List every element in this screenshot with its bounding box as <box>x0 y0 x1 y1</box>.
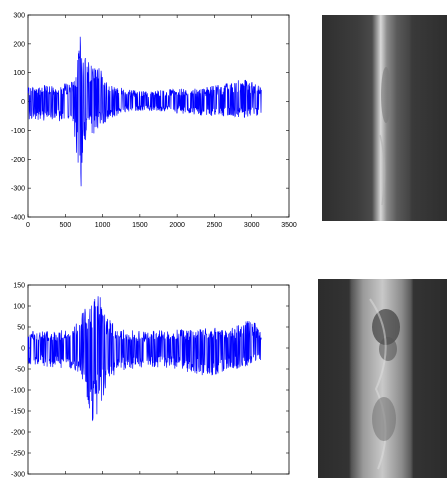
chart-1: 0 500 1000 1500 2000 2500 3000 35003002001000-1… <box>11 13 297 230</box>
y-tick-label: -300 <box>11 472 25 478</box>
y-tick-label: -200 <box>11 430 25 437</box>
y-tick-label: -400 <box>11 215 25 222</box>
y-tick-label: -100 <box>11 128 25 135</box>
x-tick-label: 2000 <box>169 222 185 229</box>
x-tick-label: 0 <box>26 222 30 229</box>
chart-2: 0500100015002000250030003500150100500-50… <box>11 283 290 478</box>
y-tick-label: -150 <box>11 409 25 416</box>
x-tick-label: 1000 <box>95 222 111 229</box>
y-tick-label: -50 <box>15 367 25 374</box>
y-tick-label: 0 <box>21 99 25 106</box>
plot-area <box>27 284 290 475</box>
x-tick-label: 3000 <box>244 222 260 229</box>
y-tick-label: -250 <box>11 451 25 458</box>
signal-line <box>27 36 262 187</box>
plot-area <box>27 14 290 218</box>
y-tick-label: -200 <box>11 157 25 164</box>
y-tick-label: 50 <box>17 325 25 332</box>
x-tick-label: 2500 <box>207 222 223 229</box>
y-tick-label: 150 <box>13 283 25 290</box>
y-tick-label: 300 <box>13 13 25 20</box>
y-tick-label: 100 <box>13 70 25 77</box>
y-tick-label: -300 <box>11 186 25 193</box>
weld-image-1 <box>322 15 447 221</box>
x-tick-label: 1500 <box>132 222 148 229</box>
x-tick-label: 500 <box>59 222 71 229</box>
x-tick-label: 3500 <box>281 222 297 229</box>
y-tick-label: 0 <box>21 346 25 353</box>
weld-image-2 <box>318 279 447 478</box>
y-tick-label: 100 <box>13 304 25 311</box>
y-tick-label: -100 <box>11 388 25 395</box>
y-tick-label: 200 <box>13 41 25 48</box>
signal-line <box>27 296 262 422</box>
